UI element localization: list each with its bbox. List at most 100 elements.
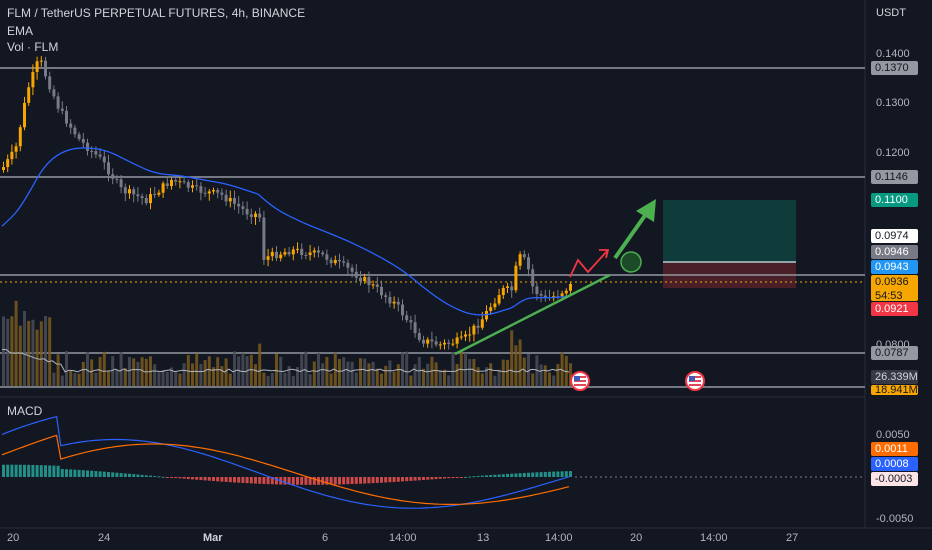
candle-body: [438, 344, 442, 346]
candle-body: [2, 167, 5, 170]
volume-bar: [346, 361, 350, 386]
zigzag-projection[interactable]: [569, 249, 609, 278]
histogram-bar: [300, 477, 304, 485]
histogram-bar: [224, 477, 228, 482]
us-flag-icon[interactable]: [570, 371, 590, 391]
volume-bar: [548, 372, 551, 386]
entry-price-tag[interactable]: 0.0974: [871, 229, 918, 243]
volume-bar: [342, 357, 346, 386]
target-arrow-shaft[interactable]: [613, 212, 648, 260]
volume-indicator-label[interactable]: Vol · FLM: [7, 40, 59, 54]
chart-title[interactable]: FLM / TetherUS PERPETUAL FUTURES, 4h, BI…: [7, 6, 306, 20]
histogram-bar: [539, 472, 543, 477]
histogram-bar: [430, 477, 434, 480]
volume-bar: [249, 354, 253, 386]
candles[interactable]: [2, 56, 572, 350]
candle-body: [308, 252, 312, 256]
us-flag-icon[interactable]: [685, 371, 705, 391]
candle-body: [434, 341, 438, 345]
candle-body: [342, 261, 346, 263]
volume-bar: [170, 367, 173, 386]
histogram-bar: [396, 477, 400, 482]
volume-bar: [86, 352, 89, 386]
candle-body: [426, 339, 430, 344]
volume-bar: [422, 368, 425, 386]
stop-price-tag[interactable]: 0.0921: [871, 302, 918, 316]
histogram-bar: [569, 471, 572, 477]
time-tick: 27: [786, 532, 798, 544]
candle-body: [275, 251, 278, 259]
candle-body: [564, 290, 568, 294]
candle-body: [464, 334, 467, 337]
trendline[interactable]: [454, 273, 611, 356]
candle-body: [111, 174, 115, 179]
macd-indicator-label[interactable]: MACD: [7, 404, 43, 418]
volume-bar: [23, 311, 26, 386]
volume-bar: [73, 373, 77, 386]
candle-body: [359, 277, 362, 282]
histogram-bar: [531, 472, 535, 477]
volume-bar: [291, 375, 295, 386]
histogram-bar: [52, 465, 56, 477]
candle-body: [422, 339, 425, 344]
candle-body: [237, 203, 241, 207]
candle-body: [531, 269, 535, 287]
histogram-bar: [132, 474, 136, 477]
volume-bar: [182, 363, 186, 386]
level-tag-0946[interactable]: 0.0946: [871, 245, 918, 259]
candle-body: [81, 139, 85, 143]
candle-body: [44, 60, 47, 77]
candle-body: [249, 214, 253, 218]
histogram-bar: [140, 474, 144, 477]
candle-body: [31, 72, 35, 88]
level-tag-0787[interactable]: 0.0787: [871, 346, 918, 360]
ema-indicator-label[interactable]: EMA: [7, 24, 34, 38]
volume-bar: [371, 361, 375, 386]
histogram-bar: [191, 477, 194, 480]
volume-bar: [98, 357, 102, 386]
level-tag-1370[interactable]: 0.1370: [871, 61, 918, 75]
target-arrow-head: [636, 199, 656, 222]
volume-bar: [287, 366, 291, 386]
candle-body: [270, 251, 274, 257]
profit-zone[interactable]: [663, 200, 796, 263]
signal-value-tag: 0.0011: [871, 442, 918, 456]
candle-body: [128, 189, 131, 194]
volume-bar: [27, 320, 31, 386]
histogram-bar: [98, 471, 102, 477]
candle-body: [321, 252, 325, 255]
candle-body: [170, 179, 173, 187]
volume-bar: [123, 368, 127, 386]
histogram-bar: [510, 473, 514, 477]
candle-body: [539, 293, 543, 296]
volume-bar: [401, 352, 404, 386]
histogram-bar: [325, 477, 329, 485]
volume-bar: [476, 367, 480, 386]
level-tag-1146[interactable]: 0.1146: [871, 170, 918, 184]
volume-bar: [48, 317, 52, 386]
entry-circle-marker[interactable]: [620, 251, 642, 273]
volume-bar: [136, 361, 140, 386]
histogram-bar: [266, 477, 270, 485]
candle-body: [506, 286, 509, 288]
volume-bar: [375, 368, 379, 386]
volume-bar: [237, 356, 241, 386]
histogram-bar: [39, 465, 43, 477]
volume-bar: [451, 351, 455, 386]
volume-bar: [321, 363, 325, 386]
histogram-bar: [199, 477, 203, 481]
volume-bar: [94, 372, 98, 386]
histogram-bar: [338, 477, 341, 485]
histogram-bar: [90, 470, 94, 477]
target-price-tag[interactable]: 0.1100: [871, 193, 918, 207]
candle-body: [367, 277, 371, 286]
histogram-bar: [329, 477, 333, 485]
volume-bar: [262, 372, 266, 386]
candle-body: [560, 293, 564, 297]
histogram-bar: [380, 477, 383, 483]
histogram-bar: [527, 472, 530, 477]
histogram-bar: [451, 477, 455, 478]
volume-bar: [144, 358, 148, 386]
histogram-bar: [220, 477, 224, 482]
